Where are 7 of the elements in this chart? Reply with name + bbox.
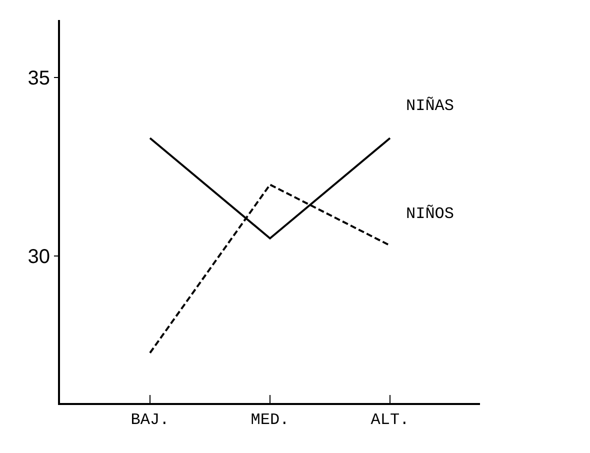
- y-tick-label: 35: [28, 67, 50, 90]
- series-label: NIÑOS: [406, 204, 454, 223]
- x-tick-label: BAJ.: [130, 411, 170, 430]
- y-tick-label: 30: [28, 246, 50, 268]
- x-tick-label: MED.: [250, 411, 290, 430]
- series-label: NIÑAS: [406, 96, 454, 115]
- x-tick-label: ALT.: [370, 411, 410, 430]
